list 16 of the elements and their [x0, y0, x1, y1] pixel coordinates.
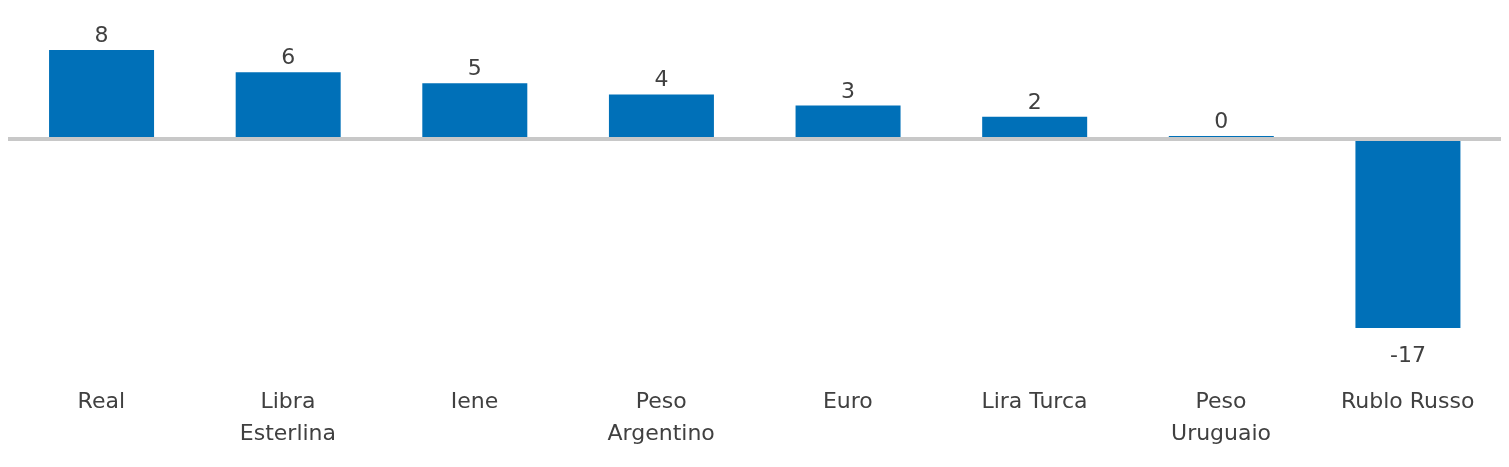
x-tick-label: Peso Argentino: [607, 388, 715, 445]
x-tick-label: Peso Uruguaio: [1171, 388, 1272, 445]
x-tick-label: Real: [77, 388, 126, 413]
x-tick-label: Rublo Russo: [1340, 388, 1475, 413]
data-label: -17: [1389, 342, 1426, 367]
data-label: 0: [1214, 107, 1229, 133]
data-label: 4: [654, 66, 669, 92]
data-label: 6: [281, 44, 296, 70]
data-label: 3: [841, 77, 856, 103]
x-tick-label: Lira Turca: [981, 388, 1088, 413]
data-label: 8: [94, 22, 109, 47]
x-tick-label: Iene: [450, 388, 499, 413]
data-label: 2: [1027, 88, 1042, 114]
x-tick-label: Libra Esterlina: [239, 388, 337, 445]
x-tick-label: Euro: [822, 388, 873, 413]
data-label: 5: [467, 55, 482, 81]
